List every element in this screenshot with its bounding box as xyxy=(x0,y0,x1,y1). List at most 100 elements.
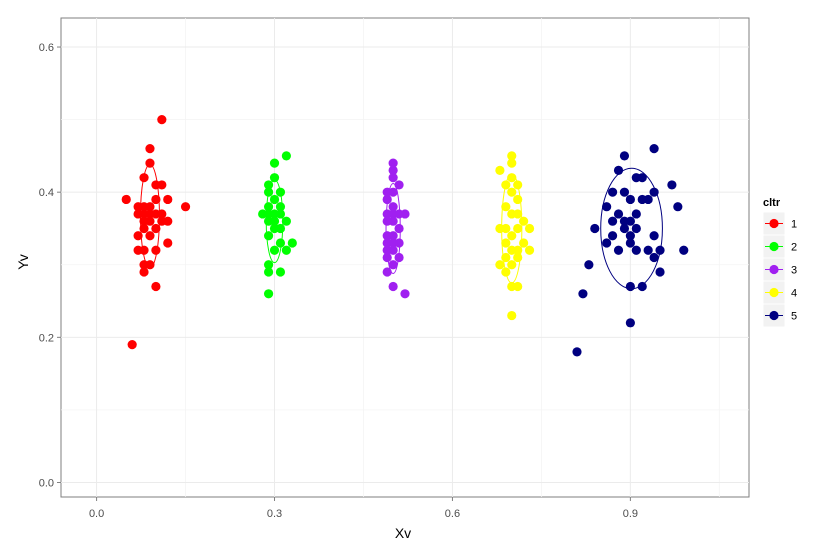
cluster-3-point xyxy=(388,202,398,212)
cluster-1-point xyxy=(151,245,161,255)
cluster-1-point xyxy=(145,144,155,154)
cluster-3-point xyxy=(394,252,404,263)
cluster-5-point xyxy=(619,223,630,234)
cluster-4-point xyxy=(495,165,505,176)
cluster-2-point xyxy=(269,158,280,168)
legend-label-1: 1 xyxy=(791,219,797,231)
cluster-1-point xyxy=(127,339,137,350)
cluster-4-point xyxy=(507,158,517,168)
cluster-1-point xyxy=(157,180,167,190)
y-tick-label: 0.2 xyxy=(39,332,54,344)
cluster-4-point xyxy=(507,231,517,241)
cluster-5-point xyxy=(655,245,665,255)
cluster-2-point xyxy=(281,216,291,226)
cluster-1-point xyxy=(163,238,173,248)
cluster-4-point xyxy=(513,252,523,263)
cluster-1-point xyxy=(133,231,143,241)
cluster-2-point xyxy=(281,151,291,161)
cluster-5-point xyxy=(679,245,689,255)
cluster-5-point xyxy=(631,223,641,234)
cluster-1-point xyxy=(157,209,167,219)
cluster-2-point xyxy=(263,231,274,241)
cluster-1-point xyxy=(151,194,161,205)
x-tick-label: 0.6 xyxy=(445,508,460,520)
cluster-3-point xyxy=(382,267,392,277)
cluster-5-point xyxy=(619,151,630,161)
x-tick-label: 0.9 xyxy=(623,508,638,520)
cluster-1-point xyxy=(163,216,173,226)
x-axis-title: Xv xyxy=(395,525,411,541)
cluster-4-point xyxy=(507,151,517,161)
cluster-5-point xyxy=(667,180,677,190)
cluster-2-point xyxy=(275,209,286,219)
point-layer xyxy=(121,115,689,357)
cluster-4-point xyxy=(513,245,523,255)
cluster-3-point xyxy=(388,281,398,292)
cluster-3-point xyxy=(388,173,398,183)
cluster-3-point xyxy=(400,289,410,299)
x-tick-label: 0.3 xyxy=(267,508,282,520)
cluster-5-point xyxy=(590,223,600,234)
cluster-5-point xyxy=(625,281,635,292)
cluster-5-point xyxy=(643,194,653,205)
cluster-2-point xyxy=(269,245,280,255)
cluster-5-point xyxy=(607,231,618,241)
cluster-5-point xyxy=(602,202,612,212)
cluster-5-point xyxy=(602,238,612,248)
cluster-5-point xyxy=(572,347,582,357)
cluster-4-point xyxy=(495,260,505,270)
cluster-1-point xyxy=(145,231,155,241)
cluster-4-point xyxy=(507,260,517,270)
cluster-1-point xyxy=(145,216,155,226)
cluster-5-point xyxy=(578,289,588,299)
cluster-3-point xyxy=(394,223,404,234)
cluster-3-point xyxy=(388,165,398,176)
y-tick-label: 0.0 xyxy=(39,477,54,489)
legend-title: cltr xyxy=(763,197,781,209)
cluster-1-point xyxy=(145,158,155,168)
y-axis-title: Yv xyxy=(15,254,31,270)
cluster-5-point xyxy=(625,216,635,226)
cluster-4-point xyxy=(513,223,523,234)
cluster-2-point xyxy=(275,238,286,248)
cluster-4-point xyxy=(501,252,511,263)
cluster-5-point xyxy=(613,165,624,176)
cluster-4-point xyxy=(501,267,511,277)
cluster-2-point xyxy=(269,194,280,205)
cluster-2-point xyxy=(287,238,297,248)
cluster-5-point xyxy=(637,281,647,292)
legend-label-5: 5 xyxy=(791,311,797,323)
cluster-2-point xyxy=(263,202,274,212)
cluster-1-point xyxy=(163,194,173,205)
plot-panel xyxy=(60,17,750,498)
cluster-5-point xyxy=(625,318,635,328)
y-tick-label: 0.4 xyxy=(39,187,54,199)
cluster-2-point xyxy=(263,267,274,277)
legend-label-4: 4 xyxy=(791,288,797,300)
cluster-4-point xyxy=(524,223,535,234)
cluster-3-point xyxy=(400,209,410,219)
cluster-5-point xyxy=(631,245,641,255)
cluster-5-point xyxy=(649,144,659,154)
legend-label-2: 2 xyxy=(791,242,797,254)
cluster-4-point xyxy=(501,202,511,212)
cluster-3-point xyxy=(382,252,392,263)
cluster-2-point xyxy=(263,187,274,197)
cluster-5-point xyxy=(631,209,641,219)
cluster-1-point xyxy=(151,281,161,292)
cluster-4-point xyxy=(507,187,517,197)
cluster-2-point xyxy=(263,289,274,299)
cluster-1-point xyxy=(157,115,167,125)
cluster-5-point xyxy=(625,194,635,205)
y-tick-label: 0.6 xyxy=(39,42,54,54)
legend-dot-5 xyxy=(769,310,779,321)
cluster-5-point xyxy=(655,267,665,277)
cluster-5-point xyxy=(625,238,635,248)
cluster-2-point xyxy=(269,173,280,183)
cluster-4-point xyxy=(513,209,523,219)
legend-label-3: 3 xyxy=(791,265,797,277)
cluster-3-point xyxy=(388,245,398,255)
cluster-4-point xyxy=(513,194,523,205)
